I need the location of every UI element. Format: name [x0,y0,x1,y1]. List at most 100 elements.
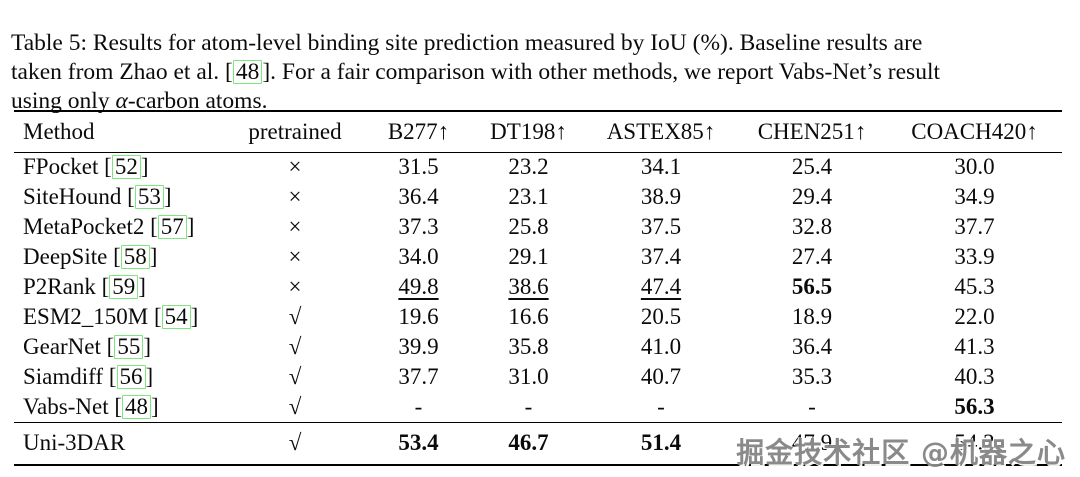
metric-value: 27.4 [791,244,833,269]
value-cell: 35.8 [472,332,585,362]
citation-link[interactable]: 59 [109,275,139,299]
value-cell: 25.4 [737,152,887,182]
metric-value: 29.1 [508,244,549,269]
citation-link[interactable]: 56 [116,365,146,389]
value-cell: 40.7 [585,362,737,392]
caption-line-3: using only α-carbon atoms. [11,87,1069,116]
value-cell: 37.7 [887,212,1062,242]
method-name: ESM2_150M [23,304,149,329]
value-cell: 34.1 [585,152,737,182]
pretrained-cell: √ [225,332,365,362]
metric-value: 47.9 [791,430,833,456]
value-cell: 29.4 [737,182,887,212]
metric-value: 34.0 [398,244,439,269]
row-sitehound: SiteHound [53] × 36.4 23.1 38.9 29.4 34.9 [14,182,1062,212]
check-mark-icon: √ [288,304,302,329]
value-cell: 38.9 [585,182,737,212]
pretrained-cell: √ [225,392,365,422]
check-mark-icon: √ [288,364,302,389]
method-cell: Siamdiff [56] [23,364,154,389]
method-name: GearNet [23,334,101,359]
metric-value: - [524,393,533,419]
caption-text: using only [11,87,116,114]
metric-value: 25.8 [508,214,549,239]
value-cell: 56.5 [737,272,887,302]
value-cell: 39.9 [365,332,472,362]
value-cell: 34.0 [365,242,472,272]
value-cell: 47.9 [737,422,887,465]
metric-value: 18.9 [791,304,833,329]
metric-value: 51.4 [640,430,682,456]
metric-value: 37.5 [640,214,682,239]
check-mark-icon: √ [288,334,302,359]
metric-value: 40.7 [640,364,682,389]
citation-link[interactable]: 48 [122,394,152,419]
method-name: MetaPocket2 [23,214,145,239]
value-cell: 45.3 [887,272,1062,302]
column-header-pretrained: pretrained [248,118,342,144]
value-cell: 40.3 [887,362,1062,392]
method-name: DeepSite [23,244,108,269]
value-cell: 37.7 [365,362,472,392]
pretrained-cell: √ [225,302,365,332]
column-header-astex85: ASTEX85↑ [606,118,716,144]
value-cell: 38.6 [472,272,585,302]
metric-value: 36.4 [791,334,833,359]
citation-link[interactable]: 54 [161,305,191,329]
value-cell: 27.4 [737,242,887,272]
metric-value: 20.5 [640,304,682,329]
metric-value: - [657,393,665,419]
metric-value: 37.4 [640,244,682,269]
metric-value: 38.6 [508,274,549,299]
citation-link[interactable]: 52 [111,155,141,180]
metric-value: - [414,393,423,419]
citation-link[interactable]: 53 [134,185,164,209]
metric-value: 29.4 [791,184,833,209]
value-cell: 31.0 [472,362,585,392]
value-cell: 46.7 [472,422,585,465]
method-name: Vabs-Net [23,393,109,419]
value-cell: 37.4 [585,242,737,272]
metric-value: 54.2 [954,430,995,456]
method-cell: Uni-3DAR [14,422,225,465]
row-p2rank: P2Rank [59] × 49.8 38.6 47.4 56.5 45.3 [14,272,1062,302]
citation-link[interactable]: 48 [232,59,263,84]
value-cell: 53.4 [365,422,472,465]
method-cell: SiteHound [53] [23,184,172,209]
value-cell: 16.6 [472,302,585,332]
citation-link[interactable]: 57 [157,215,187,239]
metric-value: 39.9 [398,334,439,359]
results-table-wrap: Method pretrained B277↑ DT198↑ ASTEX85↑ CHEN2… [14,110,1062,466]
value-cell: 19.6 [365,302,472,332]
metric-value: 30.0 [954,154,995,180]
value-cell: 36.4 [365,182,472,212]
check-mark-icon: √ [288,393,302,419]
metric-value: 45.3 [954,274,995,299]
row-siamdiff: Siamdiff [56] √ 37.7 31.0 40.7 35.3 40.3 [14,362,1062,392]
method-cell: P2Rank [59] [23,274,146,299]
caption-text: taken from Zhao et al. [ [11,58,233,85]
caption-text: Table 5: Results for atom-level binding … [11,29,923,56]
caption-line-1: Table 5: Results for atom-level binding … [11,29,1069,58]
method-name: SiteHound [23,184,122,209]
citation-link[interactable]: 55 [114,335,144,359]
metric-value: 19.6 [398,304,439,329]
value-cell: 23.2 [472,152,585,182]
metric-value: 49.8 [398,274,439,299]
metric-value: 33.9 [954,244,995,269]
metric-value: 34.1 [640,154,682,180]
metric-value: 25.4 [791,154,833,180]
caption-math-symbol: α [115,87,128,114]
value-cell: 22.0 [887,302,1062,332]
value-cell: 56.3 [887,392,1062,422]
metric-value: 34.9 [954,184,995,209]
cross-mark-icon: × [288,244,302,269]
method-name: Uni-3DAR [23,430,126,456]
cross-mark-icon: × [288,154,302,180]
citation-link[interactable]: 58 [120,245,150,269]
metric-value: 56.5 [791,274,833,299]
method-cell: Vabs-Net [48] [23,393,159,419]
value-cell: 29.1 [472,242,585,272]
column-header-method: Method [23,118,95,144]
metric-value: 32.8 [791,214,833,239]
